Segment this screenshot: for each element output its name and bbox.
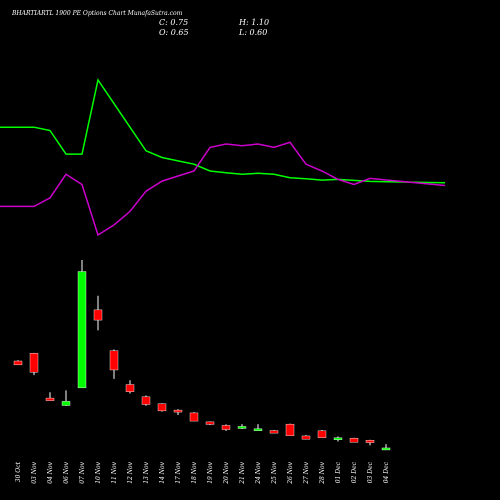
- candle: [253, 424, 263, 431]
- candle: [61, 390, 71, 407]
- candle-body: [77, 271, 87, 389]
- chart-title: BHARTIARTL 1900 PE Options Chart MunafaS…: [11, 10, 183, 17]
- candle-body: [125, 384, 135, 392]
- candle: [317, 430, 327, 438]
- indicator-lines: [0, 78, 446, 237]
- candle: [77, 260, 87, 389]
- candle: [141, 395, 151, 406]
- candle: [381, 444, 391, 451]
- x-tick-label: 20 Nov: [223, 461, 230, 484]
- candle-body: [285, 423, 295, 436]
- candle: [333, 436, 343, 442]
- candle: [157, 403, 167, 412]
- x-tick-label: 10 Nov: [95, 461, 102, 483]
- candle-body: [269, 430, 279, 434]
- x-tick-label: 30 Oct: [15, 461, 22, 482]
- candle: [173, 409, 183, 415]
- candles: [13, 260, 391, 451]
- x-tick-label: 13 Nov: [143, 461, 150, 483]
- open-value: O: 0.65: [159, 28, 189, 37]
- candle: [109, 349, 119, 379]
- candle: [205, 421, 215, 425]
- candle: [349, 437, 359, 443]
- candle: [269, 430, 279, 434]
- candle-body: [333, 437, 343, 440]
- candle: [13, 360, 23, 366]
- high-value: H: 1.10: [238, 18, 269, 27]
- low-value: L: 0.60: [238, 28, 267, 37]
- x-tick-label: 03 Dec: [367, 461, 374, 483]
- x-tick-label: 03 Nov: [31, 461, 38, 483]
- candle-body: [61, 401, 71, 406]
- candle-body: [29, 353, 39, 373]
- x-tick-label: 21 Nov: [239, 461, 246, 484]
- x-tick-label: 04 Dec: [383, 461, 390, 483]
- candle-body: [317, 430, 327, 438]
- candle-body: [253, 428, 263, 431]
- candle-body: [365, 440, 375, 443]
- candle: [125, 380, 135, 394]
- x-tick-label: 19 Nov: [207, 461, 214, 483]
- candle-body: [221, 425, 231, 430]
- indicator-line-1: [0, 78, 446, 184]
- x-tick-label: 11 Nov: [111, 461, 118, 483]
- candle: [221, 424, 231, 431]
- candle: [45, 392, 55, 401]
- x-tick-label: 07 Nov: [79, 461, 86, 483]
- x-tick-label: 02 Dec: [351, 461, 358, 483]
- x-tick-label: 28 Nov: [319, 461, 326, 484]
- candle: [365, 439, 375, 446]
- x-tick-label: 01 Dec: [335, 461, 342, 483]
- x-tick-label: 27 Nov: [303, 461, 310, 484]
- candle-body: [93, 309, 103, 321]
- x-tick-label: 26 Nov: [287, 461, 294, 484]
- close-value: C: 0.75: [159, 18, 188, 27]
- candle-body: [301, 435, 311, 440]
- x-tick-label: 18 Nov: [191, 461, 198, 483]
- x-tick-label: 25 Nov: [271, 461, 278, 484]
- candle-body: [45, 397, 55, 401]
- candle: [285, 423, 295, 436]
- candle-body: [349, 438, 359, 443]
- x-tick-label: 04 Nov: [47, 461, 54, 483]
- x-tick-label: 17 Nov: [175, 461, 182, 483]
- indicator-line-2: [0, 141, 446, 237]
- candle-body: [189, 412, 199, 422]
- candle: [301, 435, 311, 440]
- candle-body: [237, 426, 247, 429]
- candle-body: [13, 360, 23, 366]
- candle-body: [205, 421, 215, 425]
- candle-body: [157, 403, 167, 412]
- candle-body: [109, 350, 119, 371]
- candle: [189, 412, 199, 422]
- x-tick-label: 14 Nov: [159, 461, 166, 483]
- x-tick-label: 24 Nov: [255, 461, 262, 484]
- candle-body: [173, 409, 183, 413]
- candle-body: [141, 396, 151, 405]
- candle: [29, 352, 39, 376]
- x-tick-label: 12 Nov: [127, 461, 134, 483]
- candle: [93, 295, 103, 331]
- candle: [237, 424, 247, 430]
- x-axis-ticks: 30 Oct 03 Nov 04 Nov 06 Nov 07 Nov 10 Nov 11 N…: [15, 461, 390, 484]
- candle-body: [381, 447, 391, 451]
- x-tick-label: 06 Nov: [63, 461, 70, 483]
